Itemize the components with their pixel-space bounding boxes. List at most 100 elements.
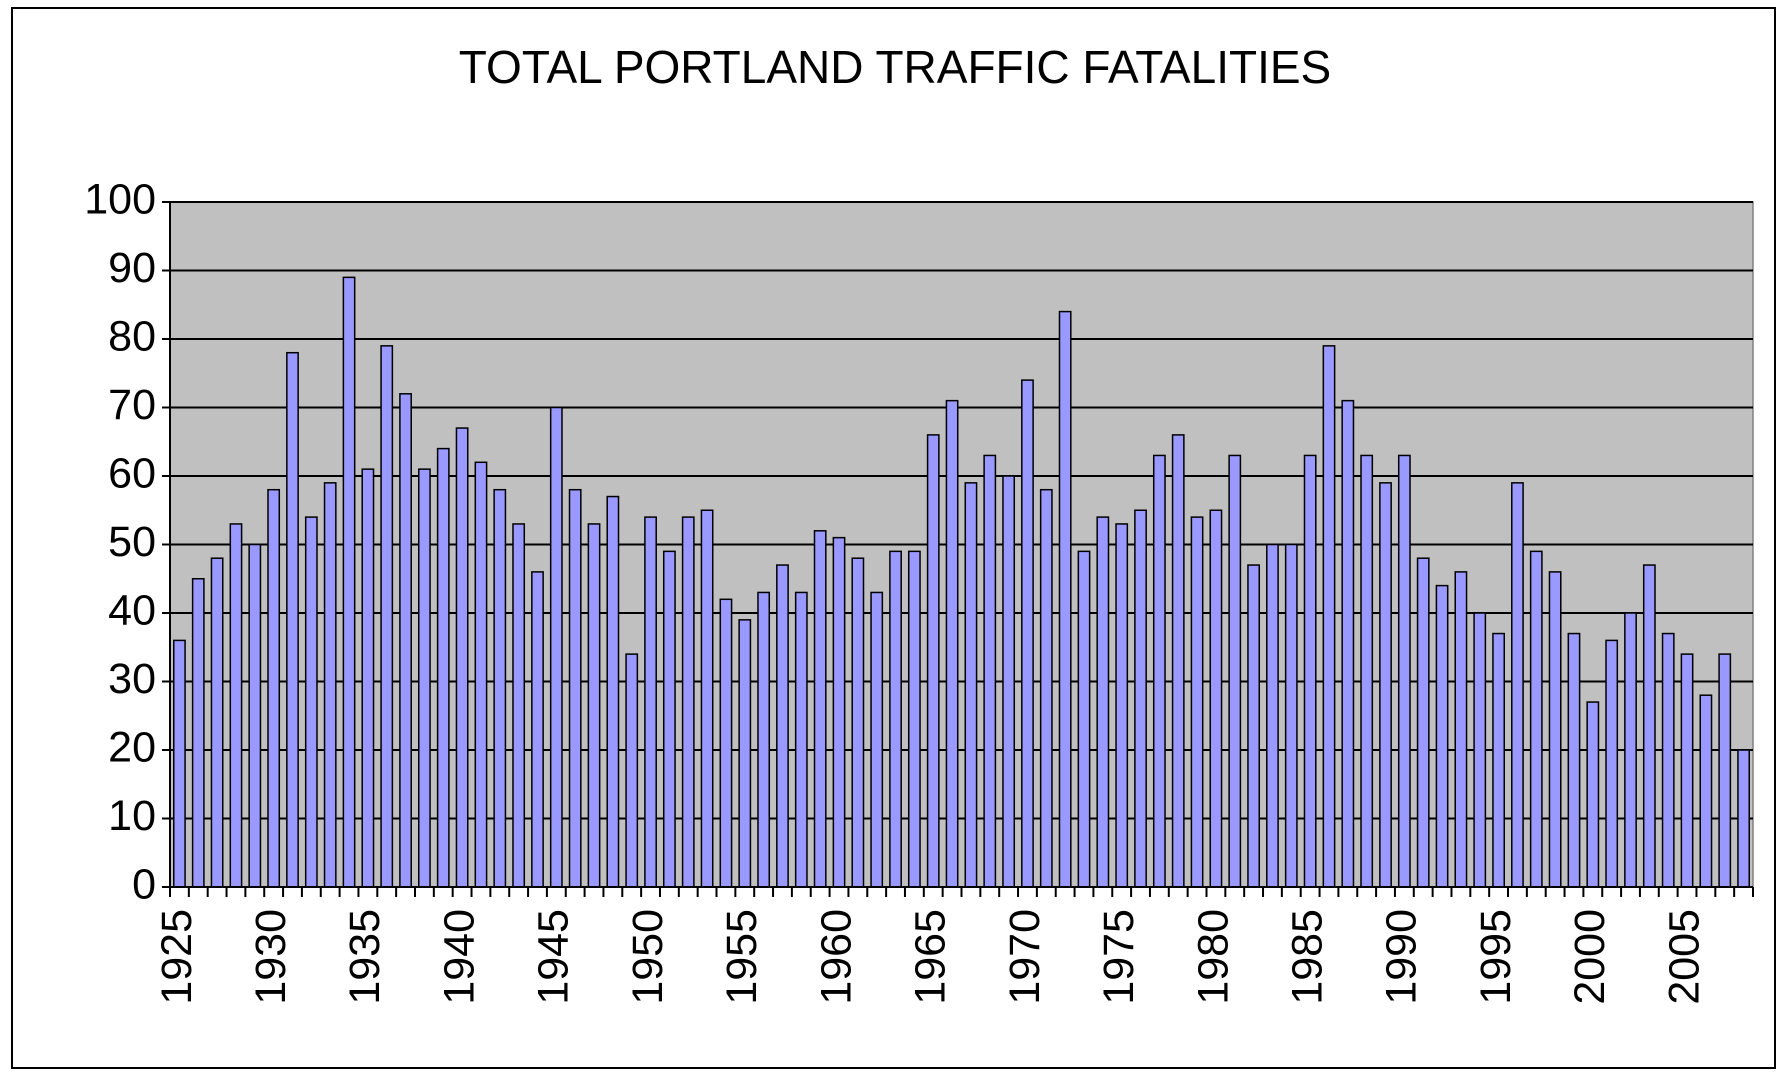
bar [794, 591, 808, 888]
x-tick-label: 1935 [341, 909, 389, 1005]
bar [1680, 653, 1694, 888]
bar [1266, 543, 1279, 888]
bar [1548, 571, 1562, 888]
bar [907, 550, 921, 888]
bar [1322, 345, 1336, 888]
bar [662, 550, 676, 888]
x-tick-label: 1965 [907, 909, 955, 1005]
bar [1190, 516, 1204, 888]
bar [512, 523, 526, 888]
bar [1624, 612, 1637, 888]
bar [1529, 550, 1543, 888]
bar [1586, 701, 1600, 888]
bar [1360, 454, 1374, 888]
bar [776, 564, 789, 888]
bar [191, 578, 205, 888]
bar [248, 543, 262, 888]
bar [1303, 454, 1317, 888]
bar [1416, 557, 1430, 888]
y-tick-label: 0 [132, 860, 156, 908]
bar [380, 345, 394, 888]
x-tick-label: 1925 [153, 909, 201, 1005]
bar [870, 591, 884, 888]
y-tick-label: 70 [108, 381, 156, 429]
x-tick-label: 1970 [1001, 909, 1049, 1005]
bar [1115, 523, 1129, 888]
y-tick-label: 20 [108, 723, 156, 771]
bar [1567, 632, 1581, 888]
bar [418, 468, 431, 888]
bar [738, 619, 752, 888]
bar [1397, 454, 1411, 888]
y-tick-label: 100 [84, 175, 156, 223]
bar [474, 461, 488, 888]
bar [568, 488, 582, 888]
bar [889, 550, 902, 888]
bar [1228, 454, 1242, 888]
x-tick-label: 1975 [1095, 909, 1143, 1005]
bar [1171, 434, 1185, 888]
bar [304, 516, 318, 888]
bar [455, 427, 469, 888]
bar [1605, 639, 1619, 888]
bar [1435, 584, 1449, 888]
bar [1699, 694, 1713, 888]
y-tick-label: 50 [108, 518, 156, 566]
bar [983, 454, 997, 888]
bar [229, 523, 243, 888]
bar [531, 571, 544, 888]
bar [210, 557, 224, 888]
y-tick-label: 90 [108, 244, 156, 292]
bar [436, 447, 450, 888]
bar [342, 276, 356, 888]
x-tick-label: 1950 [624, 909, 672, 1005]
x-tick-label: 1990 [1378, 909, 1426, 1005]
bar [851, 557, 865, 888]
bar [323, 482, 337, 888]
y-tick-label: 10 [108, 792, 156, 840]
x-tick-label: 1985 [1283, 909, 1331, 1005]
bar [1077, 550, 1091, 888]
bar [1473, 612, 1487, 888]
y-tick-label: 30 [108, 655, 156, 703]
x-tick-label: 1940 [435, 909, 483, 1005]
bar [1039, 488, 1053, 888]
bar [1002, 475, 1016, 888]
x-tick-label: 1980 [1189, 909, 1237, 1005]
bar [267, 488, 281, 888]
bar [719, 598, 733, 888]
bar [926, 434, 940, 888]
bar [700, 509, 714, 888]
bar [286, 351, 299, 888]
bar [493, 488, 507, 888]
x-tick-label: 1995 [1472, 909, 1520, 1005]
bar [1718, 653, 1732, 888]
bar [173, 639, 186, 888]
bar [1152, 454, 1166, 888]
bar [1134, 509, 1147, 888]
bar [1096, 516, 1110, 888]
y-tick-label: 80 [108, 312, 156, 360]
bar [1492, 632, 1505, 888]
bar [757, 591, 771, 888]
bar [1021, 379, 1034, 888]
y-tick-label: 60 [108, 449, 156, 497]
bar [1209, 509, 1223, 888]
bar [832, 536, 846, 888]
x-tick-label: 1955 [718, 909, 766, 1005]
chart-title: TOTAL PORTLAND TRAFFIC FATALITIES [459, 41, 1331, 93]
bar [644, 516, 657, 888]
x-tick-label: 1945 [530, 909, 578, 1005]
bar [1247, 564, 1261, 888]
bar [549, 406, 563, 888]
bar [1737, 749, 1750, 888]
bar [361, 468, 375, 888]
bar [681, 516, 695, 888]
bar [587, 523, 601, 888]
bar [1511, 482, 1524, 888]
bar [945, 399, 959, 888]
y-tick-label: 40 [108, 586, 156, 634]
bar [625, 653, 639, 888]
bar [399, 393, 412, 888]
